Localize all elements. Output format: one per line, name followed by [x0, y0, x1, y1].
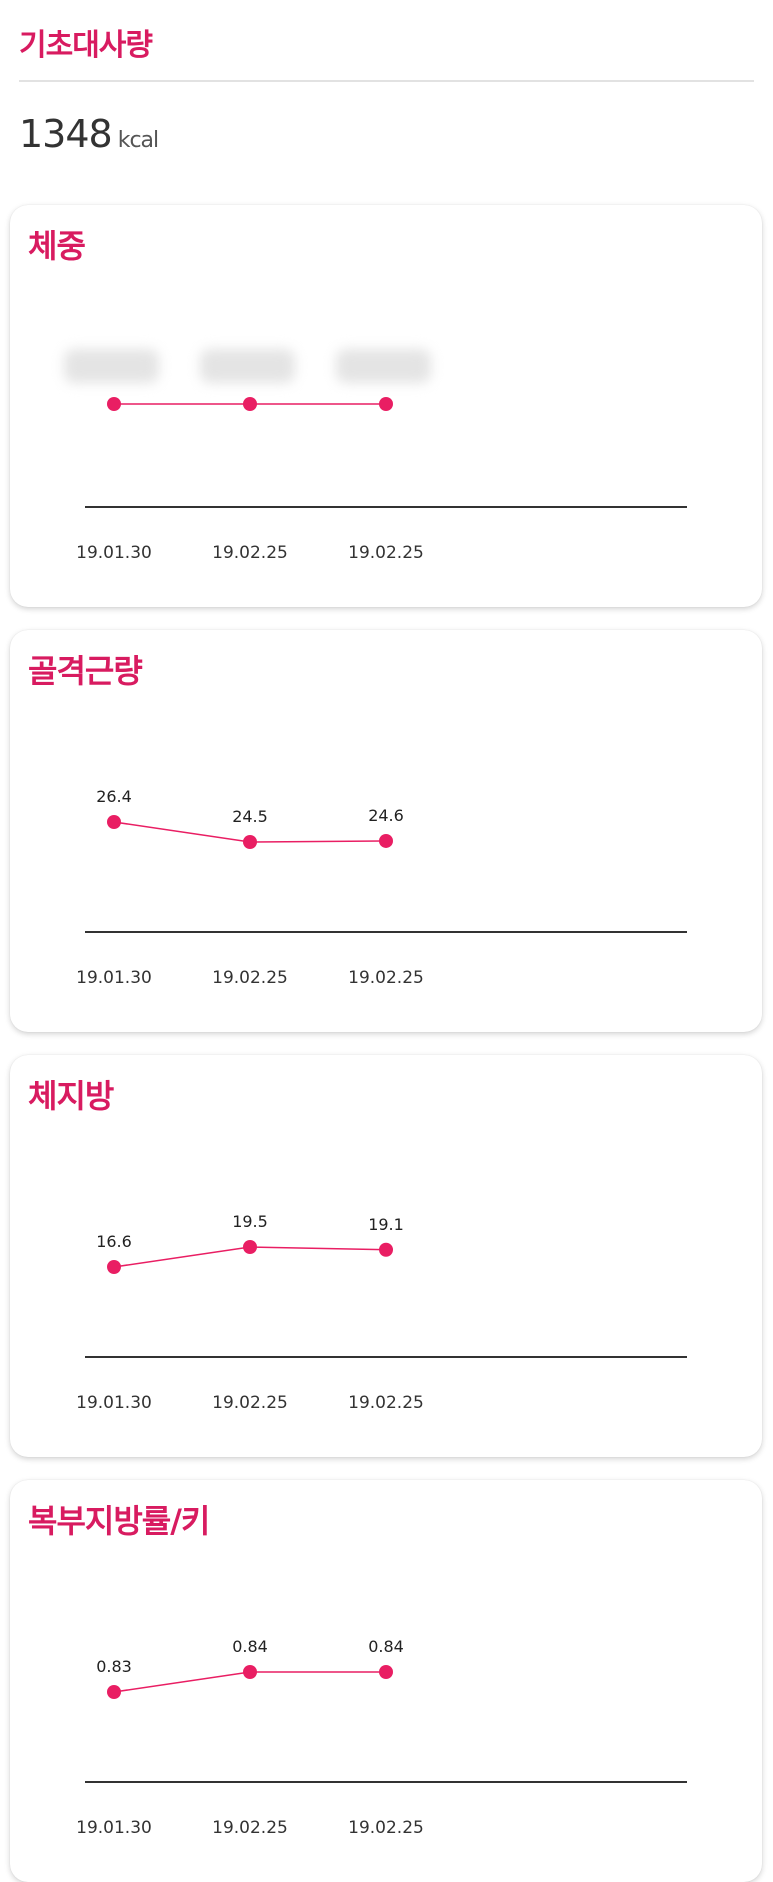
body-fat-chart: 16.6 19.01.30 19.5 19.02.25 19.1 19.02.25: [76, 1212, 687, 1413]
bmr-value-row: 1348 kcal: [19, 112, 159, 156]
abdominal-fat-card[interactable]: 복부지방률/키 0.83 19.01.30 0.84 19.02.25 0.84 19.0…: [10, 1480, 762, 1882]
blurred-value-label: [64, 349, 159, 383]
data-point: [379, 397, 393, 411]
skeletal-muscle-chart: 26.4 19.01.30 24.5 19.02.25 24.6 19.02.25: [76, 787, 687, 988]
divider: [19, 80, 754, 82]
card-title: 복부지방률/키: [28, 1502, 210, 1540]
data-label: 19.5: [232, 1212, 268, 1231]
card-title: 골격근량: [28, 652, 143, 690]
bmr-title: 기초대사량: [19, 28, 153, 63]
bmr-value: 1348: [19, 112, 113, 156]
x-tick-label: 19.01.30: [76, 968, 152, 988]
blurred-value-label: [200, 349, 295, 383]
data-point: [379, 1665, 393, 1679]
data-label: 16.6: [96, 1232, 132, 1251]
data-label: 24.5: [232, 807, 268, 826]
card-title: 체지방: [28, 1077, 114, 1115]
data-point: [107, 1685, 121, 1699]
data-point: [107, 815, 121, 829]
blurred-value-label: [336, 349, 431, 383]
data-point: [243, 1240, 257, 1254]
data-point: [379, 833, 393, 848]
body-fat-card[interactable]: 체지방 16.6 19.01.30 19.5 19.02.25 19.1 19.02.25: [10, 1055, 762, 1457]
x-tick-label: 19.02.25: [348, 968, 424, 988]
data-point: [243, 835, 257, 849]
x-tick-label: 19.02.25: [348, 1818, 424, 1838]
skeletal-muscle-card[interactable]: 골격근량 26.4 19.01.30 24.5 19.02.25 24.6 19.02.2…: [10, 630, 762, 1032]
data-label: 24.6: [368, 806, 404, 825]
x-tick-label: 19.01.30: [76, 543, 152, 563]
bmr-unit: kcal: [117, 128, 159, 153]
data-label: 0.83: [96, 1657, 132, 1676]
x-tick-label: 19.02.25: [212, 1818, 288, 1838]
x-tick-label: 19.01.30: [76, 1393, 152, 1413]
data-point: [243, 397, 257, 411]
data-point: [107, 397, 121, 411]
data-label: 0.84: [232, 1637, 268, 1656]
data-label: 19.1: [368, 1215, 404, 1234]
card-title: 체중: [28, 227, 86, 265]
data-point: [243, 1665, 257, 1679]
x-tick-label: 19.02.25: [348, 543, 424, 563]
data-label: 0.84: [368, 1637, 404, 1656]
x-tick-label: 19.02.25: [212, 543, 288, 563]
weight-card[interactable]: 체중 19.01.30 19.02.25 19.02.25: [10, 205, 762, 607]
data-label: 26.4: [96, 787, 132, 806]
bmr-section: 기초대사량 1348 kcal: [0, 0, 773, 200]
x-tick-label: 19.02.25: [212, 968, 288, 988]
data-point: [379, 1242, 393, 1257]
x-tick-label: 19.02.25: [348, 1393, 424, 1413]
x-tick-label: 19.01.30: [76, 1818, 152, 1838]
data-point: [107, 1260, 121, 1274]
x-tick-label: 19.02.25: [212, 1393, 288, 1413]
weight-chart: 19.01.30 19.02.25 19.02.25: [64, 349, 687, 563]
abdominal-fat-chart: 0.83 19.01.30 0.84 19.02.25 0.84 19.02.25: [76, 1637, 687, 1838]
